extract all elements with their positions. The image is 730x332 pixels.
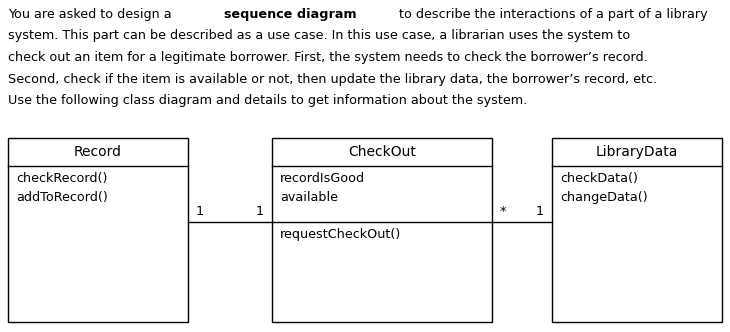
Text: 1: 1 [256, 205, 264, 218]
Text: Record: Record [74, 145, 122, 159]
Text: system. This part can be described as a use case. In this use case, a librarian : system. This part can be described as a … [8, 30, 630, 42]
Text: 1: 1 [196, 205, 204, 218]
Bar [8, 138, 188, 322]
Text: requestCheckOut(): requestCheckOut() [280, 228, 402, 241]
Text: checkRecord(): checkRecord() [16, 172, 107, 185]
Text: Use the following class diagram and details to get information about the system.: Use the following class diagram and deta… [8, 94, 527, 107]
Text: changeData(): changeData() [560, 191, 648, 204]
Text: Second, check if the item is available or not, then update the library data, the: Second, check if the item is available o… [8, 72, 657, 86]
Text: sequence diagram: sequence diagram [224, 8, 357, 21]
Bar [552, 138, 722, 322]
Text: available: available [280, 191, 338, 204]
Text: 1: 1 [536, 205, 544, 218]
Text: check out an item for a legitimate borrower. First, the system needs to check th: check out an item for a legitimate borro… [8, 51, 648, 64]
Text: *: * [500, 205, 507, 218]
Text: checkData(): checkData() [560, 172, 638, 185]
Text: addToRecord(): addToRecord() [16, 191, 108, 204]
Text: recordIsGood: recordIsGood [280, 172, 365, 185]
Text: to describe the interactions of a part of a library: to describe the interactions of a part o… [396, 8, 708, 21]
Bar [272, 138, 492, 322]
Text: You are asked to design a: You are asked to design a [8, 8, 176, 21]
Text: LibraryData: LibraryData [596, 145, 678, 159]
Text: CheckOut: CheckOut [348, 145, 416, 159]
